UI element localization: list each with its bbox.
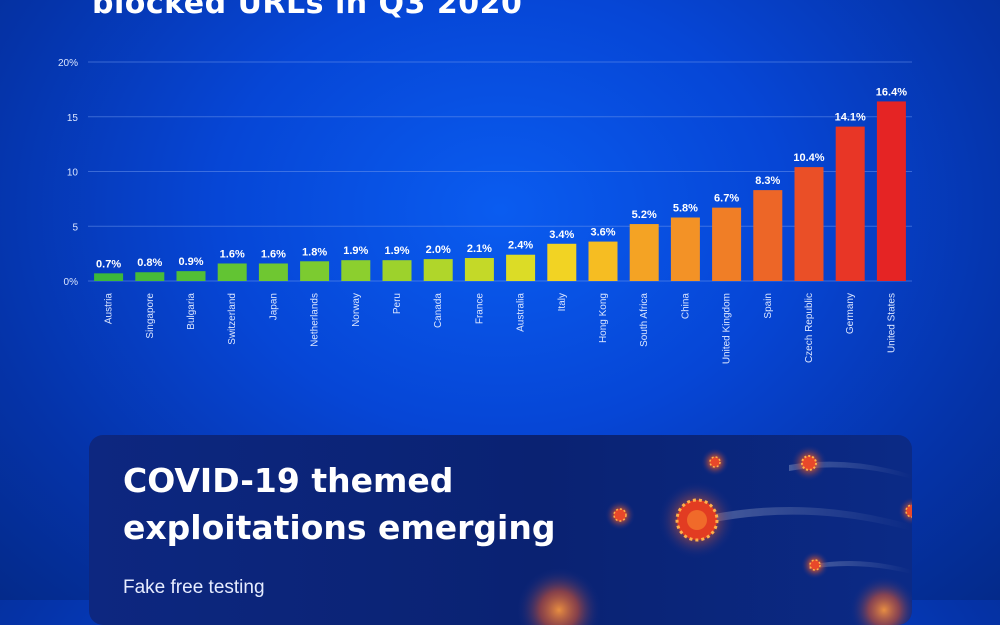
bar [588, 241, 618, 281]
bar-value-label: 2.0% [426, 244, 451, 256]
virus-illustration [517, 445, 912, 625]
bar-value-label: 3.6% [590, 227, 615, 239]
bar [217, 263, 247, 281]
x-category-label: Australia [516, 293, 527, 332]
bar-value-label: 6.7% [714, 193, 739, 205]
bar-value-label: 1.6% [261, 248, 286, 260]
x-category-label: Netherlands [310, 293, 321, 347]
bar [258, 263, 288, 281]
bar-value-label: 14.1% [835, 112, 866, 124]
bar-value-label: 2.4% [508, 240, 533, 252]
y-tick-label: 20% [58, 58, 78, 69]
x-category-label: Spain [763, 293, 774, 319]
x-category-label: Hong Kong [598, 293, 609, 343]
bar [423, 259, 453, 281]
x-category-label: Norway [351, 293, 362, 327]
page-title: blocked URLs in Q3 2020 [92, 0, 523, 21]
bar-value-label: 8.3% [755, 175, 780, 187]
bar [506, 254, 536, 281]
bar [670, 217, 700, 281]
x-category-label: Czech Republic [804, 293, 815, 363]
y-tick-label: 15 [67, 113, 79, 124]
bar-value-label: 0.9% [178, 256, 203, 268]
bar [300, 261, 330, 281]
x-category-label: China [680, 293, 691, 320]
bar [94, 273, 124, 281]
bar [712, 207, 742, 281]
x-category-label: Canada [433, 293, 444, 328]
x-category-label: Switzerland [227, 293, 238, 345]
bar-value-label: 3.4% [549, 229, 574, 241]
bar [876, 101, 906, 281]
bar [176, 271, 206, 281]
bar-value-label: 10.4% [793, 152, 824, 164]
x-category-label: France [474, 293, 485, 325]
y-tick-label: 10 [67, 168, 79, 179]
x-category-label: Italy [557, 293, 568, 311]
card-title-line2: exploitations emerging [123, 508, 556, 547]
x-category-label: South Africa [639, 293, 650, 347]
value-labels: 0.7% 0.8% 0.9% 1.6% 1.6% 1.8% 1.9% 1.9% 2.0% 2.1%… [96, 86, 907, 270]
card-title: COVID-19 themed exploitations emerging [123, 457, 583, 551]
chart-bars [94, 101, 906, 281]
x-category-label: United States [886, 293, 897, 353]
bar-value-label: 2.1% [467, 243, 492, 255]
bar-value-label: 0.7% [96, 258, 121, 270]
x-category-label: Germany [845, 293, 856, 334]
y-tick-label: 0% [64, 277, 79, 288]
bar-value-label: 1.9% [343, 245, 368, 257]
bar [753, 190, 783, 281]
y-tick-label: 5 [72, 222, 78, 233]
card-title-line1: COVID-19 themed [123, 461, 454, 500]
bar-value-label: 1.9% [384, 245, 409, 257]
x-category-label: Singapore [145, 293, 156, 339]
bar [547, 243, 577, 281]
bar [464, 258, 494, 281]
covid-exploitations-card: COVID-19 themed exploitations emerging F… [89, 435, 912, 625]
bar-value-label: 16.4% [876, 86, 907, 98]
bar [835, 126, 865, 281]
bar-value-label: 5.2% [632, 209, 657, 221]
x-category-label: Peru [392, 293, 403, 314]
x-category-label: Austria [104, 293, 115, 325]
bar [341, 260, 371, 281]
bar-value-label: 1.8% [302, 246, 327, 258]
x-axis-labels: Austria Singapore Bulgaria Switzerland Japan… [104, 293, 898, 365]
bar [135, 272, 165, 281]
bar [382, 260, 412, 281]
x-category-label: United Kingdom [722, 293, 733, 364]
bar-chart: 0% 5 10 15 20% 0.7% 0.8% 0.9% 1.6% 1.6% 1.8% 1.9% 1… [58, 58, 912, 365]
x-category-label: Japan [268, 293, 279, 320]
card-subtitle: Fake free testing [123, 577, 265, 598]
bar-value-label: 1.6% [220, 248, 245, 260]
bar-value-label: 0.8% [137, 257, 162, 269]
chart-gridlines [88, 61, 912, 282]
bar-value-label: 5.8% [673, 202, 698, 214]
y-axis-ticks: 0% 5 10 15 20% [58, 58, 78, 288]
bar [794, 167, 824, 281]
x-category-label: Bulgaria [186, 293, 197, 330]
bar [629, 224, 659, 281]
